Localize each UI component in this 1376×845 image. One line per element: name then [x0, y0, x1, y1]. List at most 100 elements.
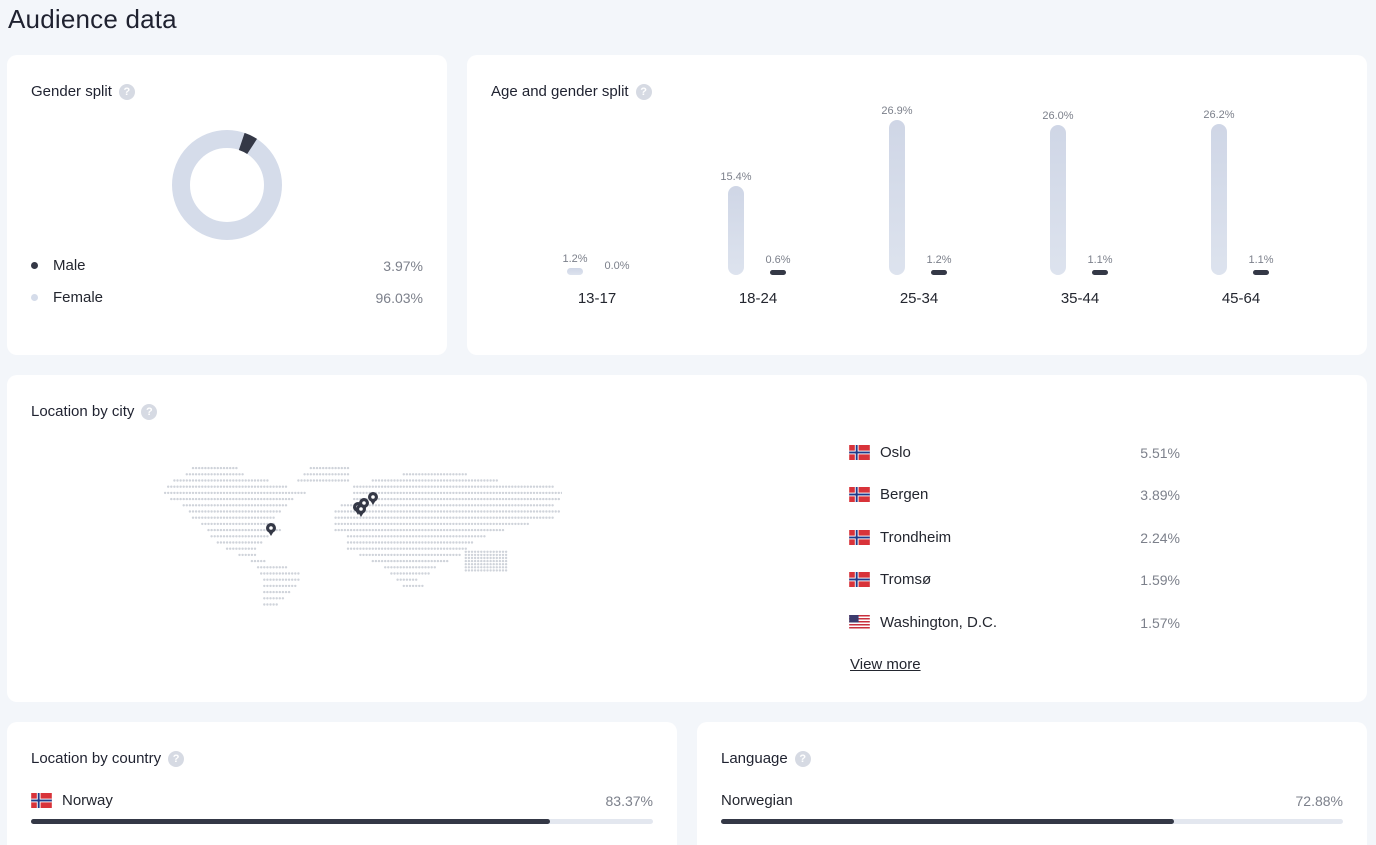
- map-dot: [278, 485, 281, 488]
- map-dot: [256, 566, 260, 569]
- map-dot: [263, 572, 266, 575]
- map-dot: [418, 584, 421, 588]
- map-dot: [260, 559, 263, 563]
- map-dot: [272, 572, 275, 575]
- map-dot: [480, 510, 483, 513]
- map-dot: [219, 510, 223, 513]
- map-dot: [198, 497, 201, 501]
- map-dot: [545, 510, 548, 513]
- help-icon[interactable]: ?: [168, 750, 185, 767]
- map-dot: [384, 516, 387, 519]
- map-dot: [411, 473, 415, 476]
- map-dot: [430, 541, 433, 544]
- map-dot: [377, 559, 381, 563]
- help-icon[interactable]: ?: [794, 750, 811, 767]
- map-dot: [470, 504, 474, 507]
- map-dot: [526, 510, 529, 513]
- map-dot: [436, 504, 440, 507]
- map-dot: [247, 541, 250, 544]
- map-dot: [411, 485, 415, 488]
- map-dot: [430, 559, 433, 563]
- map-dot: [446, 553, 449, 557]
- map-dot: [272, 497, 275, 501]
- map-dot: [415, 485, 418, 488]
- map-dot: [399, 504, 402, 507]
- map-dot: [402, 485, 405, 488]
- map-dot: [260, 497, 263, 501]
- map-dot: [408, 491, 412, 495]
- map-dot: [433, 566, 436, 569]
- map-dot: [529, 516, 533, 519]
- map-dot: [405, 547, 409, 550]
- help-icon[interactable]: ?: [635, 83, 652, 100]
- map-dot: [390, 547, 393, 550]
- map-dot: [309, 466, 312, 470]
- map-dot: [452, 497, 455, 501]
- map-dot: [222, 466, 226, 470]
- map-dot: [374, 504, 378, 507]
- map-dot: [489, 491, 492, 495]
- map-dot: [486, 569, 489, 572]
- legend-value: 96.03%: [375, 289, 423, 306]
- map-dot: [247, 485, 250, 488]
- map-dot: [247, 553, 250, 557]
- map-dot: [232, 504, 235, 507]
- map-dot: [442, 535, 446, 538]
- map-dot: [272, 578, 275, 581]
- help-icon[interactable]: ?: [141, 403, 158, 420]
- map-dot: [418, 504, 421, 507]
- map-dot: [371, 510, 374, 513]
- map-dot: [266, 597, 269, 600]
- map-dot: [486, 553, 489, 557]
- map-dot: [402, 473, 405, 476]
- map-dot: [300, 479, 303, 482]
- map-dot: [436, 516, 440, 519]
- map-dot: [225, 547, 229, 550]
- map-dot: [387, 547, 390, 550]
- map-dot: [405, 553, 409, 557]
- help-icon[interactable]: ?: [118, 83, 135, 100]
- map-dot: [461, 510, 464, 513]
- map-dot: [418, 528, 421, 532]
- map-dot: [461, 479, 464, 482]
- map-dot: [359, 522, 362, 526]
- map-dot: [374, 479, 378, 482]
- country-progress-bar: [31, 819, 653, 824]
- map-dot: [511, 516, 514, 519]
- age-label: 35-44: [1060, 290, 1100, 307]
- map-dot: [312, 479, 316, 482]
- map-dot: [436, 535, 440, 538]
- map-pin-icon: [356, 504, 366, 517]
- map-dot: [210, 522, 213, 526]
- map-dot: [213, 504, 216, 507]
- map-dot: [480, 566, 483, 569]
- map-dot: [498, 550, 502, 553]
- map-dot: [551, 497, 554, 501]
- map-dot: [185, 497, 188, 501]
- map-dot: [473, 485, 477, 488]
- map-dot: [244, 522, 247, 526]
- map-dot: [266, 504, 269, 507]
- map-dot: [436, 559, 440, 563]
- donut-female-segment: [172, 130, 282, 240]
- map-dot: [396, 479, 399, 482]
- map-dot: [446, 522, 449, 526]
- map-dot: [430, 510, 433, 513]
- view-more-link[interactable]: View more: [850, 656, 921, 673]
- map-dot: [266, 566, 269, 569]
- map-dot: [371, 528, 374, 532]
- map-dot: [204, 522, 207, 526]
- map-dot: [446, 547, 449, 550]
- map-dot: [433, 497, 436, 501]
- map-dot: [232, 547, 235, 550]
- map-dot: [436, 528, 440, 532]
- map-dot: [498, 522, 502, 526]
- map-dot: [244, 479, 247, 482]
- map-dot: [470, 485, 474, 488]
- map-dot: [464, 504, 467, 507]
- map-dot: [396, 535, 399, 538]
- map-dot: [256, 504, 260, 507]
- map-dot: [539, 516, 542, 519]
- map-dot: [340, 522, 343, 526]
- map-dot: [542, 491, 545, 495]
